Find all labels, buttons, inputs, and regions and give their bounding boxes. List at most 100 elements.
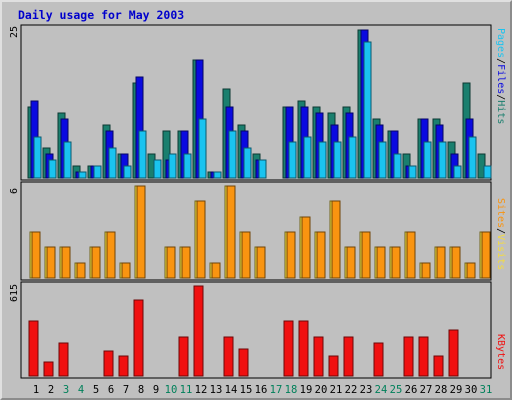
x-tick-label-15: 15 [240, 384, 253, 396]
bar-sites-day-22 [346, 246, 356, 279]
x-tick-label-16: 16 [255, 384, 268, 396]
x-tick-label-23: 23 [360, 384, 373, 396]
bar-pages-day-28 [438, 141, 447, 179]
x-tick-label-18: 18 [285, 384, 298, 396]
bar-sites-day-16 [256, 246, 266, 279]
bar-kbytes-day-19 [298, 320, 309, 377]
bar-pages-day-11 [183, 153, 192, 179]
bar-kbytes-day-12 [193, 285, 204, 377]
bar-sites-day-20 [316, 231, 326, 279]
x-tick-label-25: 25 [390, 384, 403, 396]
bar-pages-day-2 [48, 159, 57, 179]
bar-sites-day-19 [301, 216, 311, 279]
x-tick-label-20: 20 [315, 384, 328, 396]
right-label-hits-sep1: / [495, 58, 506, 64]
ymax-label-hits: 25 [9, 26, 20, 38]
bar-pages-day-21 [333, 141, 342, 179]
bar-sites-day-26 [406, 231, 416, 279]
bar-pages-day-13 [213, 171, 222, 179]
bar-kbytes-day-2 [43, 361, 54, 377]
x-axis-labels: 1 2 3 4 5 6 7 8 9 10 11 12 13 14 15 16 17 18 19 20 21 22 23 24 2… [33, 384, 492, 396]
bar-pages-day-18 [288, 141, 297, 179]
bar-pages-day-1 [33, 136, 42, 179]
bar-sites-day-18 [286, 231, 296, 279]
x-tick-label-17: 17 [270, 384, 283, 396]
x-tick-label-28: 28 [435, 384, 448, 396]
bar-pages-day-30 [468, 136, 477, 179]
right-label-kbytes-part: KBytes [495, 334, 506, 370]
x-tick-label-6: 6 [108, 384, 114, 396]
bar-kbytes-day-11 [178, 336, 189, 377]
bar-kbytes-day-20 [313, 336, 324, 377]
bar-pages-day-12 [198, 118, 207, 179]
bar-kbytes-day-7 [118, 355, 129, 377]
x-tick-label-9: 9 [153, 384, 159, 396]
bar-pages-day-9 [153, 159, 162, 179]
bar-sites-day-29 [451, 246, 461, 279]
bar-sites-day-30 [466, 262, 476, 279]
bar-pages-day-15 [243, 147, 252, 179]
bar-sites-day-8 [136, 185, 146, 279]
x-tick-label-31: 31 [480, 384, 493, 396]
bar-pages-day-7 [123, 165, 132, 179]
x-tick-label-1: 1 [33, 384, 39, 396]
bar-pages-day-3 [63, 141, 72, 179]
right-label-visits-part-sites: Sites [495, 198, 506, 228]
bar-pages-day-29 [453, 165, 462, 179]
x-tick-label-21: 21 [330, 384, 343, 396]
right-label-hits: Pages/Files/Hits [495, 28, 506, 124]
ymax-label-kbytes: 615 [9, 284, 20, 302]
bar-sites-day-31 [481, 231, 491, 279]
chart-title: Daily usage for May 2003 [18, 8, 184, 22]
bar-sites-day-13 [211, 262, 221, 279]
bar-pages-day-31 [483, 165, 492, 179]
bar-pages-day-4 [78, 171, 87, 179]
bar-kbytes-day-8 [133, 299, 144, 377]
bar-sites-day-14 [226, 185, 236, 279]
bar-pages-day-25 [393, 153, 402, 179]
usage-chart: Daily usage for May 2003 25 6 615 Pages/… [9, 8, 506, 396]
right-label-visits-part-visits: Visits [495, 234, 506, 270]
bar-pages-day-22 [348, 136, 357, 179]
bar-kbytes-day-21 [328, 355, 339, 377]
bar-kbytes-day-24 [373, 342, 384, 377]
bar-pages-day-24 [378, 141, 387, 179]
bars-layer [27, 29, 492, 377]
bar-sites-day-7 [121, 262, 131, 279]
bar-sites-day-21 [331, 200, 341, 279]
bar-pages-day-26 [408, 165, 417, 179]
bar-pages-day-19 [303, 136, 312, 179]
bar-sites-day-4 [76, 262, 86, 279]
bar-kbytes-day-26 [403, 336, 414, 377]
bar-pages-day-14 [228, 130, 237, 179]
x-tick-label-26: 26 [405, 384, 418, 396]
bar-pages-day-8 [138, 130, 147, 179]
bar-sites-day-23 [361, 231, 371, 279]
bar-sites-day-5 [91, 246, 101, 279]
bar-sites-day-3 [61, 246, 71, 279]
bar-pages-day-5 [93, 165, 102, 179]
x-tick-label-8: 8 [138, 384, 144, 396]
right-label-visits: Sites/Visits [495, 198, 506, 270]
x-tick-label-30: 30 [465, 384, 478, 396]
x-tick-label-13: 13 [210, 384, 223, 396]
bar-sites-day-28 [436, 246, 446, 279]
bar-kbytes-day-3 [58, 342, 69, 377]
x-tick-label-24: 24 [375, 384, 388, 396]
right-label-kbytes: KBytes [495, 334, 506, 370]
bar-kbytes-day-1 [28, 320, 39, 377]
bar-sites-day-10 [166, 246, 176, 279]
x-tick-label-14: 14 [225, 384, 238, 396]
x-tick-label-4: 4 [78, 384, 84, 396]
bar-sites-day-1 [31, 231, 41, 279]
x-tick-label-12: 12 [195, 384, 208, 396]
bar-pages-day-20 [318, 141, 327, 179]
bar-kbytes-day-6 [103, 350, 114, 377]
bar-kbytes-day-15 [238, 348, 249, 377]
bar-sites-day-2 [46, 246, 56, 279]
right-label-hits-part-hits: Hits [495, 100, 506, 124]
bar-sites-day-11 [181, 246, 191, 279]
x-tick-label-2: 2 [48, 384, 54, 396]
bar-pages-day-6 [108, 147, 117, 179]
ymax-label-visits: 6 [9, 188, 20, 194]
